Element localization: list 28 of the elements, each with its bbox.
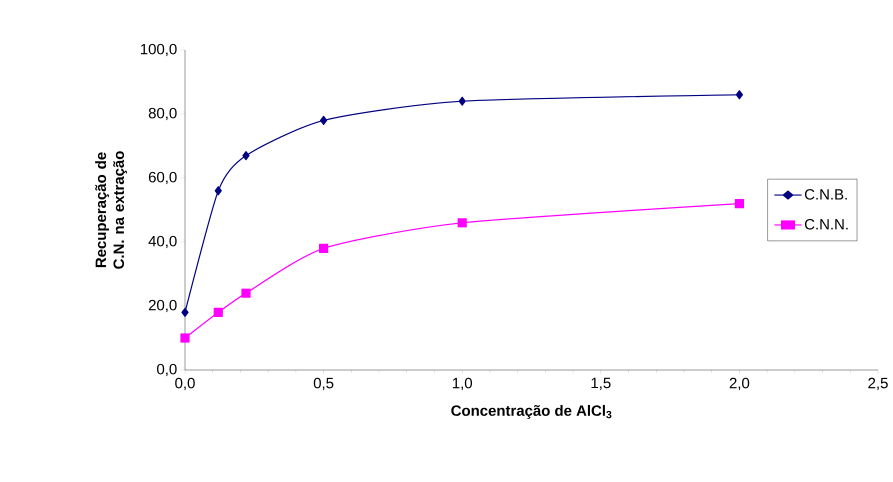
x-axis-title: Concentração de AlCl$_{3}$ [451,404,612,419]
x-tick-label: 2,5 [868,378,888,390]
x-tick-label: 2,0 [730,378,750,390]
point [458,96,466,106]
point [181,308,189,317]
point [736,90,744,100]
point [180,333,190,343]
y-axis-title: Recuperação de C.N. na extração [95,151,127,269]
x-tick-label: 1,0 [452,378,472,390]
y-tick-label: 80,0 [148,108,177,120]
y-tick-label: 100,0 [140,44,177,56]
y-tick-label: 60,0 [148,172,177,184]
y-tick-label: 20,0 [148,300,177,312]
y-tick-label: 0,0 [157,364,177,376]
legend-label: C.N.B. [804,189,847,200]
y-tick-label: 40,0 [148,236,177,248]
x-tick-label: 0,5 [314,378,334,390]
x-tick-label: 1,5 [592,378,611,390]
point [320,116,328,125]
point [734,199,744,208]
point [319,244,328,253]
legend-label: C.N.N. [804,218,848,230]
point [214,186,222,196]
point [242,151,250,160]
point [241,288,251,298]
point [214,308,223,317]
point [458,218,467,228]
x-tick-label: 0,0 [175,378,195,390]
